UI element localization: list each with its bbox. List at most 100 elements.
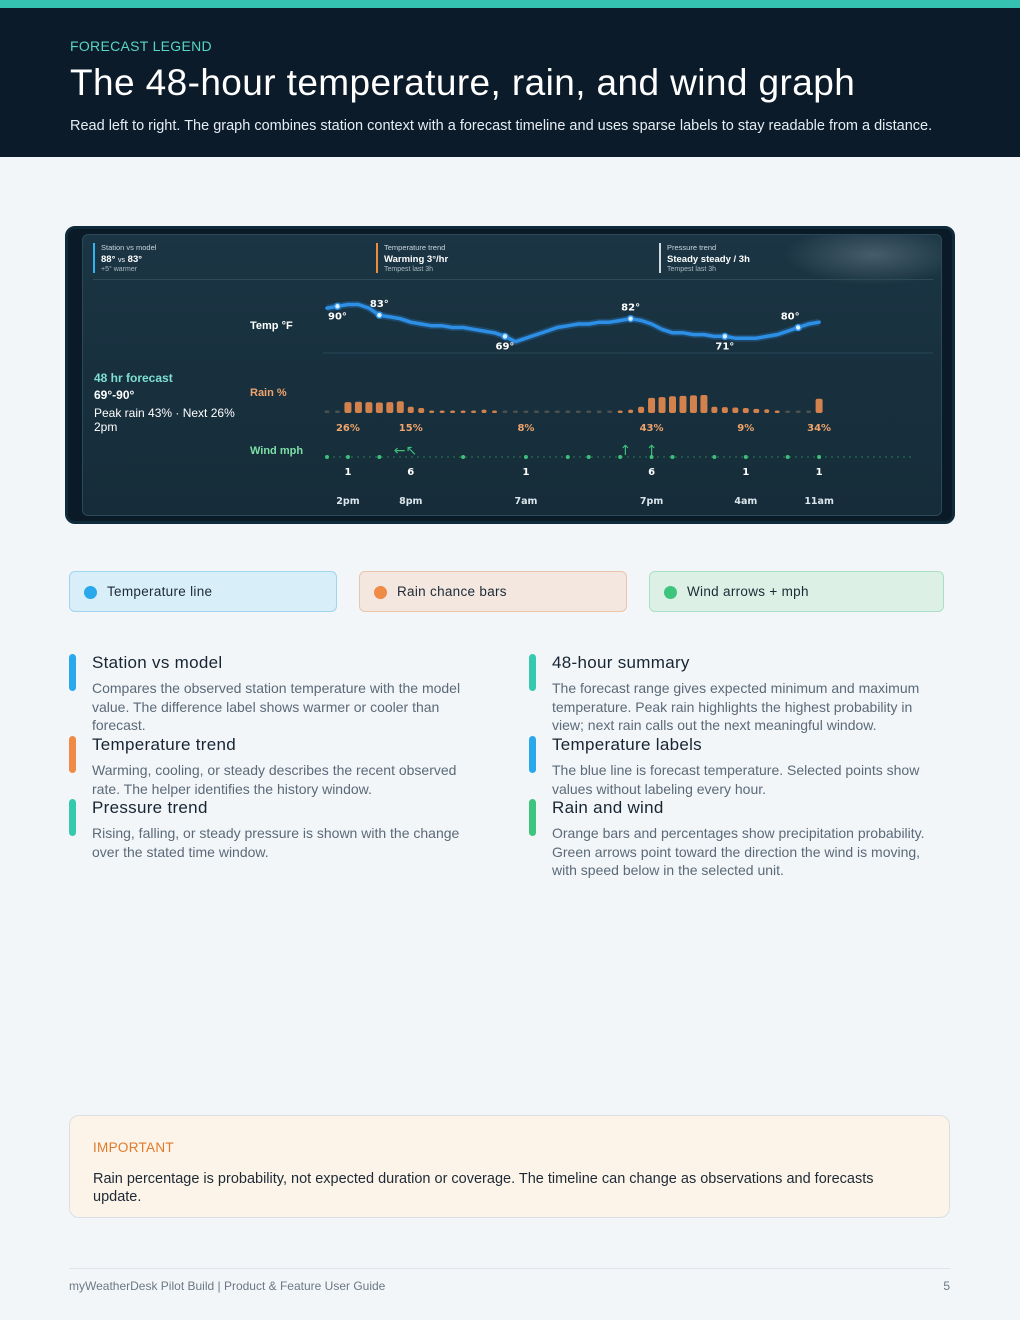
rain-bar <box>386 402 394 413</box>
time-label: 2pm <box>336 496 359 507</box>
wind-point <box>785 455 790 459</box>
footer-title: myWeatherDesk Pilot Build | Product & Fe… <box>69 1279 386 1293</box>
rain-bar <box>648 397 656 413</box>
rain-bar <box>669 396 677 413</box>
wind-point <box>670 455 675 459</box>
station-vs-model-stat: Station vs model 88° vs 83° +5° warmer <box>93 243 156 273</box>
rain-label: 9% <box>737 423 754 434</box>
item-body: Rising, falling, or steady pressure is s… <box>92 825 460 860</box>
wind-point <box>618 455 623 459</box>
wind-point <box>649 455 654 459</box>
temperature-label: 90° <box>328 311 347 322</box>
page-subtitle: Read left to right. The graph combines s… <box>70 118 933 134</box>
legend-rain: Rain chance bars <box>359 571 627 612</box>
temperature-label: 82° <box>621 303 640 314</box>
rain-bar <box>523 410 529 413</box>
forecast-peak: Peak rain 43% · Next 26% 2pm <box>94 406 235 434</box>
rain-bar <box>354 401 362 413</box>
rain-bar <box>785 410 791 413</box>
pressure-trend-stat: Pressure trend Steady steady / 3h Tempes… <box>659 243 750 273</box>
wind-dot-icon <box>664 586 677 599</box>
callout-title: IMPORTANT <box>93 1140 174 1155</box>
temperature-label: 69° <box>496 341 515 352</box>
rain-dot-icon <box>374 586 387 599</box>
temperature-point <box>375 311 384 319</box>
rain-bar <box>334 410 340 413</box>
item-title: Station vs model <box>92 653 223 672</box>
wind-point <box>743 455 748 459</box>
rain-bar <box>429 410 435 413</box>
rain-bar <box>806 410 812 413</box>
legend-temperature: Temperature line <box>69 571 337 612</box>
time-label: 7pm <box>640 496 663 507</box>
legend-label: Rain chance bars <box>397 584 507 599</box>
forecast-timeline-chart: 90° 83° 69° 82° 71° 80° 26% 15% 8% 43% 9% 34% ←↖ ↑ ↑ 1 6… <box>323 299 933 507</box>
temperature-trend-stat: Temperature trend Warming 3°/hr Tempest … <box>376 243 448 273</box>
rain-bar <box>344 402 352 413</box>
item-body: The forecast range gives expected minimu… <box>552 680 920 734</box>
wind-point <box>712 455 717 459</box>
time-label: 8pm <box>399 496 422 507</box>
temperature-line <box>325 302 821 344</box>
page-number: 5 <box>943 1279 950 1293</box>
rain-bar <box>471 410 477 413</box>
rain-bar <box>596 410 602 413</box>
rain-bar <box>753 408 760 413</box>
rain-bar <box>460 410 466 413</box>
rain-label: 8% <box>517 423 534 434</box>
item-accent-bar <box>529 654 536 691</box>
item-title: 48-hour summary <box>552 653 690 672</box>
stat-hint: Tempest last 3h <box>667 266 717 273</box>
forecast-graph-screenshot: Station vs model 88° vs 83° +5° warmer T… <box>65 226 955 524</box>
rain-bar <box>815 398 823 413</box>
temperature-point <box>333 302 342 311</box>
rain-bar <box>795 410 801 413</box>
wind-arrow-icon: ←↖ <box>394 443 417 459</box>
callout-body: Rain percentage is probability, not expe… <box>93 1171 874 1205</box>
rain-bar <box>607 410 613 413</box>
rain-bar <box>396 401 404 413</box>
rain-bar <box>439 410 445 413</box>
wind-point <box>817 455 822 459</box>
important-callout: IMPORTANT Rain percentage is probability… <box>69 1115 950 1218</box>
item-title: Temperature trend <box>92 735 237 754</box>
legend-label: Wind arrows + mph <box>687 584 809 599</box>
temp-row-label: Temp °F <box>250 320 293 332</box>
forecast-screen: Station vs model 88° vs 83° +5° warmer T… <box>82 234 942 516</box>
stat-label: Station vs model <box>101 243 157 252</box>
item-accent-bar <box>529 736 536 773</box>
footer-divider <box>69 1268 950 1269</box>
wind-point <box>325 455 329 459</box>
rain-bar <box>617 410 623 413</box>
page-title: The 48-hour temperature, rain, and wind … <box>70 62 856 103</box>
rain-bar <box>700 395 708 413</box>
rain-bar <box>533 410 539 413</box>
wind-speed-label: 6 <box>648 467 655 478</box>
item-accent-bar <box>69 799 76 836</box>
item-body: Orange bars and percentages show precipi… <box>552 825 925 879</box>
temperature-point <box>794 323 802 332</box>
temperature-label: 80° <box>781 312 800 323</box>
rain-bar <box>764 409 770 413</box>
rain-label: 15% <box>399 423 423 434</box>
item-title: Pressure trend <box>92 798 208 817</box>
forecast-range: 69°-90° <box>94 388 135 402</box>
rain-bar <box>365 402 373 413</box>
legend-wind: Wind arrows + mph <box>649 571 944 612</box>
rain-bar <box>492 410 498 413</box>
stat-label: Temperature trend <box>384 243 446 252</box>
legend-label: Temperature line <box>107 584 213 599</box>
wind-speed-label: 1 <box>344 467 351 478</box>
rain-bar <box>554 410 560 413</box>
wind-point <box>586 455 591 459</box>
rain-bar <box>689 395 697 413</box>
rain-bar <box>502 410 508 413</box>
temperature-point <box>501 332 509 341</box>
time-label: 11am <box>804 496 834 507</box>
wind-speed-label: 1 <box>522 467 529 478</box>
rain-bar <box>565 410 571 413</box>
section-eyebrow: FORECAST LEGEND <box>70 38 212 54</box>
item-title: Rain and wind <box>552 798 664 817</box>
rain-bar <box>658 397 666 413</box>
stat-value: Steady steady / 3h <box>667 254 750 265</box>
